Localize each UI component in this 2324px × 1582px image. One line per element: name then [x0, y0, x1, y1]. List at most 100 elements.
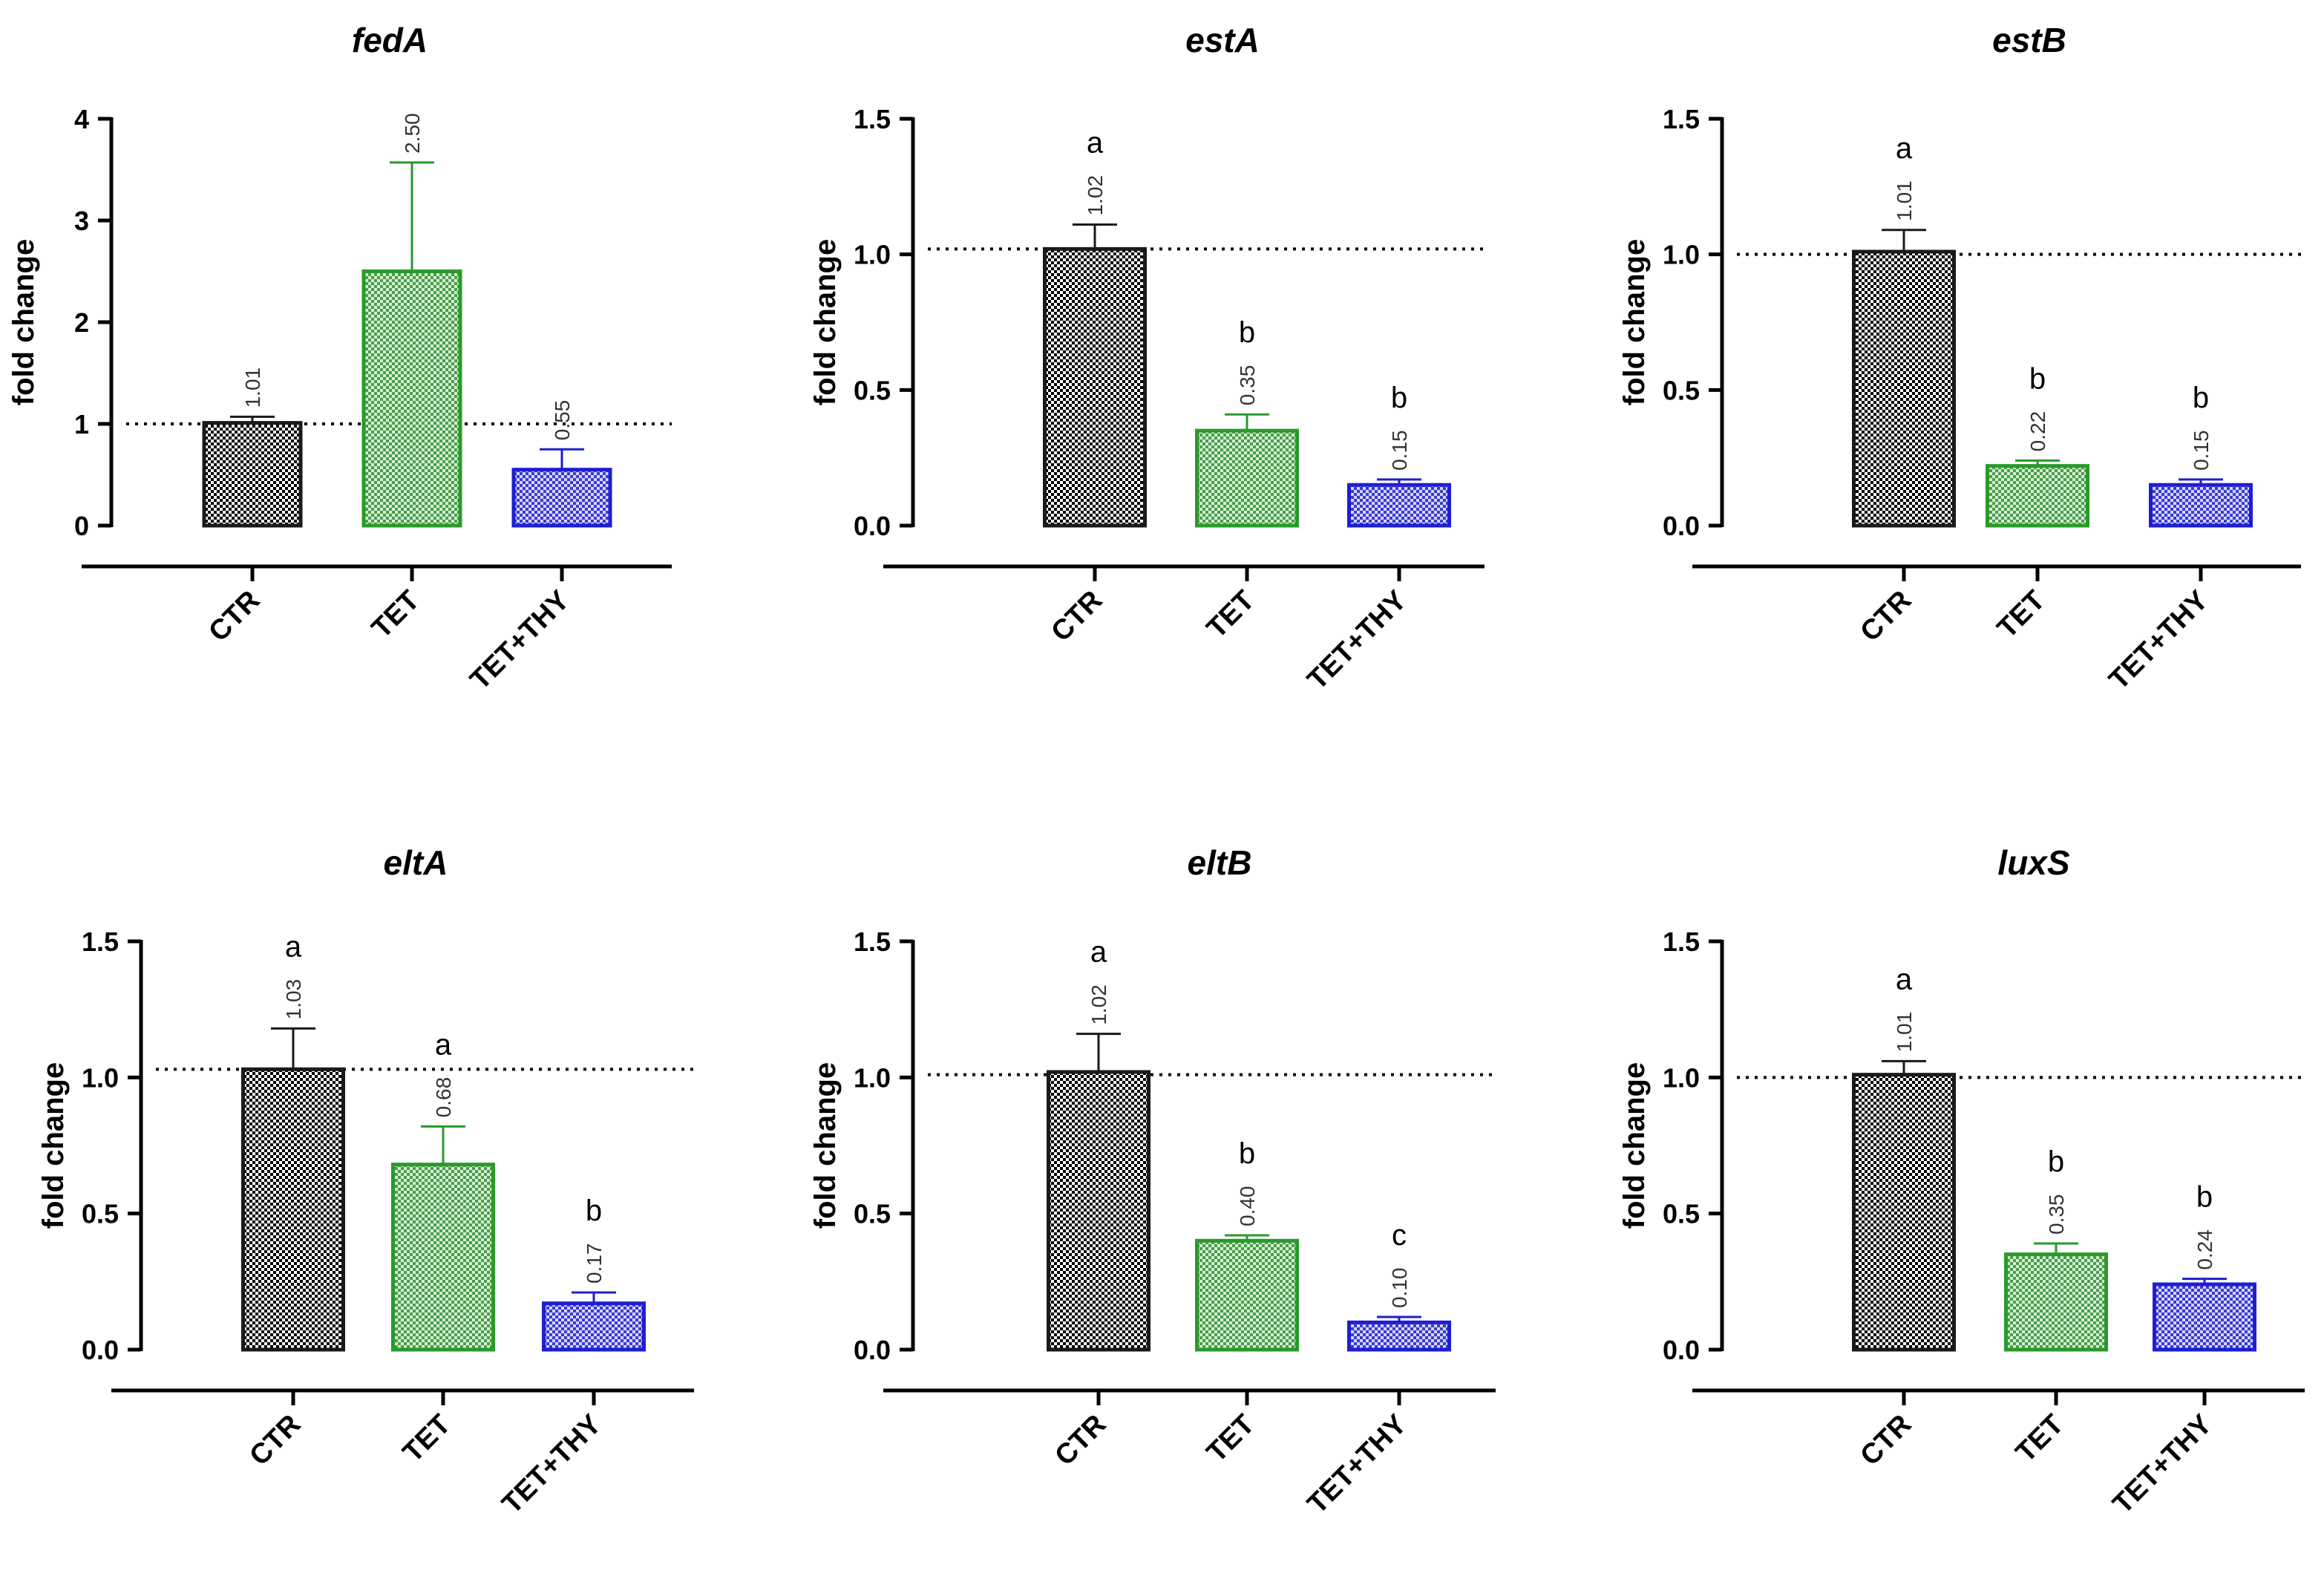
data-label: 2.50 [401, 113, 424, 154]
bar-tet [1986, 464, 2089, 528]
data-label: 0.17 [583, 1243, 606, 1284]
significance-letter: a [1896, 132, 1913, 165]
bars: 1.01 a CTR 0.35 b TET 0.24 b TET+THY [1852, 963, 2256, 1520]
significance-letter: a [435, 1028, 452, 1061]
bar-ctr [1852, 1073, 1956, 1352]
x-tick-label: CTR [1854, 585, 1917, 648]
y-tick-label: 3 [74, 206, 89, 236]
y-ticks: 0.0 0.5 1.0 1.5 [854, 104, 913, 541]
data-label: 1.02 [1084, 175, 1107, 216]
y-tick-label: 0 [74, 511, 89, 541]
chart-title: estB [1992, 21, 2066, 59]
bars: 1.02 a CTR 0.40 b TET 0.10 c TET+THY [1047, 936, 1451, 1520]
significance-letter: a [1087, 126, 1104, 159]
bar-tet [361, 269, 462, 528]
x-tick-label: TET [397, 1409, 456, 1468]
bar-tet-thy [1347, 483, 1451, 528]
chart-panel-eltA: eltA fold change 0.0 0.5 1.0 1.5 1.03 a CTR 0.… [37, 843, 694, 1520]
x-tick-label: CTR [1045, 585, 1108, 648]
x-tick-label: TET+THY [1301, 1409, 1413, 1520]
data-label: 1.01 [1893, 180, 1916, 221]
y-tick-label: 1.5 [1663, 926, 1700, 957]
bar-ctr [241, 1067, 345, 1352]
y-tick-label: 1.0 [854, 1062, 891, 1093]
bars: 1.03 a CTR 0.68 a TET 0.17 b TET+THY [241, 930, 646, 1520]
y-ticks: 0.0 0.5 1.0 1.5 [82, 926, 141, 1365]
x-tick-label: TET [2010, 1409, 2069, 1468]
x-tick-label: TET [1201, 1409, 1260, 1468]
y-axis-label: fold change [1618, 239, 1651, 405]
chart-title: eltA [384, 843, 448, 882]
significance-letter: b [2048, 1145, 2064, 1178]
y-tick-label: 0.0 [854, 511, 891, 541]
bar-tet-thy [1347, 1320, 1451, 1352]
data-label: 0.40 [1236, 1186, 1259, 1227]
y-tick-label: 0.5 [82, 1199, 119, 1229]
y-tick-label: 0.0 [854, 1335, 891, 1365]
y-tick-label: 0.0 [82, 1335, 119, 1365]
chart-title: fedA [352, 21, 428, 59]
chart-panel-estA: estA fold change 0.0 0.5 1.0 1.5 1.02 a CTR 0.… [809, 21, 1485, 696]
y-ticks: 0.0 0.5 1.0 1.5 [1663, 104, 1722, 541]
y-tick-label: 0.5 [854, 1199, 891, 1229]
significance-letter: b [2029, 362, 2046, 395]
y-tick-label: 1.5 [1663, 104, 1700, 134]
significance-letter: b [1239, 1137, 1255, 1170]
chart-panel-luxS: luxS fold change 0.0 0.5 1.0 1.5 1.01 a CTR 0.… [1618, 843, 2305, 1520]
bar-tet-thy [542, 1301, 646, 1352]
x-tick-label: TET+THY [464, 585, 575, 696]
data-label: 0.15 [2190, 430, 2213, 471]
significance-letter: c [1392, 1219, 1407, 1252]
x-tick-label: TET+THY [2103, 585, 2214, 696]
bars: 1.02 a CTR 0.35 b TET 0.15 b TET+THY [1043, 126, 1451, 696]
data-label: 0.35 [1236, 365, 1259, 406]
data-label: 1.02 [1087, 984, 1110, 1025]
x-tick-label: TET+THY [1301, 585, 1413, 696]
y-tick-label: 1.5 [854, 104, 891, 134]
data-label: 0.15 [1388, 430, 1411, 471]
significance-letter: b [586, 1194, 602, 1227]
bar-tet [1195, 1238, 1299, 1352]
chart-title: estA [1185, 21, 1260, 59]
significance-letter: a [285, 930, 302, 963]
bar-tet-thy [2153, 1282, 2256, 1352]
y-tick-label: 1.0 [1663, 240, 1700, 270]
data-label: 0.68 [432, 1077, 455, 1118]
y-axis-label: fold change [7, 239, 40, 405]
y-axis-label: fold change [809, 239, 842, 405]
significance-letter: a [1896, 963, 1913, 996]
y-ticks: 0.0 0.5 1.0 1.5 [854, 926, 913, 1365]
bar-ctr [202, 421, 303, 528]
chart-panel-fedA: fedA fold change 0 1 2 3 4 1.01 CTR 2.50 TET 0.5… [7, 21, 672, 696]
y-tick-label: 0.5 [854, 375, 891, 405]
significance-letter: b [1391, 382, 1407, 414]
x-tick-label: TET [1991, 585, 2051, 644]
chart-panel-eltB: eltB fold change 0.0 0.5 1.0 1.5 1.02 a CTR 0.… [809, 843, 1496, 1520]
y-axis-label: fold change [1618, 1062, 1651, 1229]
x-tick-label: TET [1201, 585, 1260, 644]
y-tick-label: 0.5 [1663, 375, 1700, 405]
chart-panel-estB: estB fold change 0.0 0.5 1.0 1.5 1.01 a CTR 0.… [1618, 21, 2301, 696]
x-tick-label: CTR [203, 585, 266, 648]
bar-ctr [1047, 1070, 1150, 1352]
y-tick-label: 1.0 [854, 240, 891, 270]
significance-letter: b [2196, 1181, 2213, 1214]
chart-title: luxS [1997, 843, 2069, 882]
y-ticks: 0 1 2 3 4 [74, 104, 111, 541]
x-tick-label: TET+THY [2107, 1409, 2218, 1520]
x-tick-label: CTR [243, 1409, 307, 1472]
y-tick-label: 1.5 [82, 926, 119, 957]
data-label: 0.24 [2193, 1229, 2216, 1270]
bar-tet [391, 1163, 495, 1352]
x-tick-label: CTR [1049, 1409, 1112, 1472]
y-tick-label: 1 [74, 409, 89, 439]
x-tick-label: TET+THY [496, 1409, 607, 1520]
data-label: 1.03 [282, 979, 305, 1020]
bar-ctr [1043, 246, 1147, 528]
bar-tet-thy [2149, 483, 2253, 528]
y-tick-label: 0.0 [1663, 1335, 1700, 1365]
y-tick-label: 2 [74, 307, 89, 338]
chart-title: eltB [1188, 843, 1252, 882]
y-tick-label: 1.0 [82, 1062, 119, 1093]
y-tick-label: 0.5 [1663, 1199, 1700, 1229]
